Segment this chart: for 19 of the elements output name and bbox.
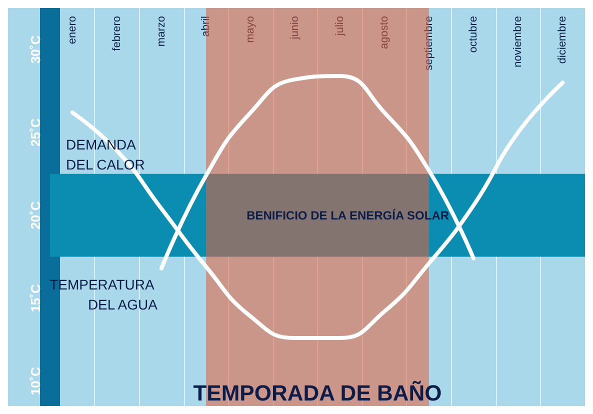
- x-tick-label: enero: [66, 16, 78, 44]
- y-tick-label: 20˚C: [28, 200, 43, 230]
- series-label: DEMANDA DEL CALOR: [66, 136, 145, 172]
- x-tick-label: diciembre: [556, 16, 569, 64]
- x-tick-label: febrero: [110, 16, 123, 51]
- y-tick-label: 15˚C: [28, 284, 43, 312]
- x-tick-label: junio: [289, 16, 302, 40]
- x-tick-label: julio: [334, 16, 346, 37]
- x-tick-label: marzo: [155, 16, 168, 47]
- x-tick-label: octubre: [468, 16, 480, 53]
- x-tick-label: agosto: [378, 16, 390, 50]
- x-tick-label: noviembre: [512, 16, 524, 68]
- x-tick-label: mayo: [244, 16, 257, 43]
- y-tick-label: 30˚C: [28, 34, 43, 64]
- y-tick-label: 25˚C: [28, 118, 43, 146]
- x-tick-label: septiembre: [422, 16, 435, 70]
- band-label: TEMPORADA DE BAÑO: [193, 380, 442, 406]
- x-tick-label: abril: [200, 16, 212, 37]
- y-tick-label: 10˚C: [28, 366, 43, 396]
